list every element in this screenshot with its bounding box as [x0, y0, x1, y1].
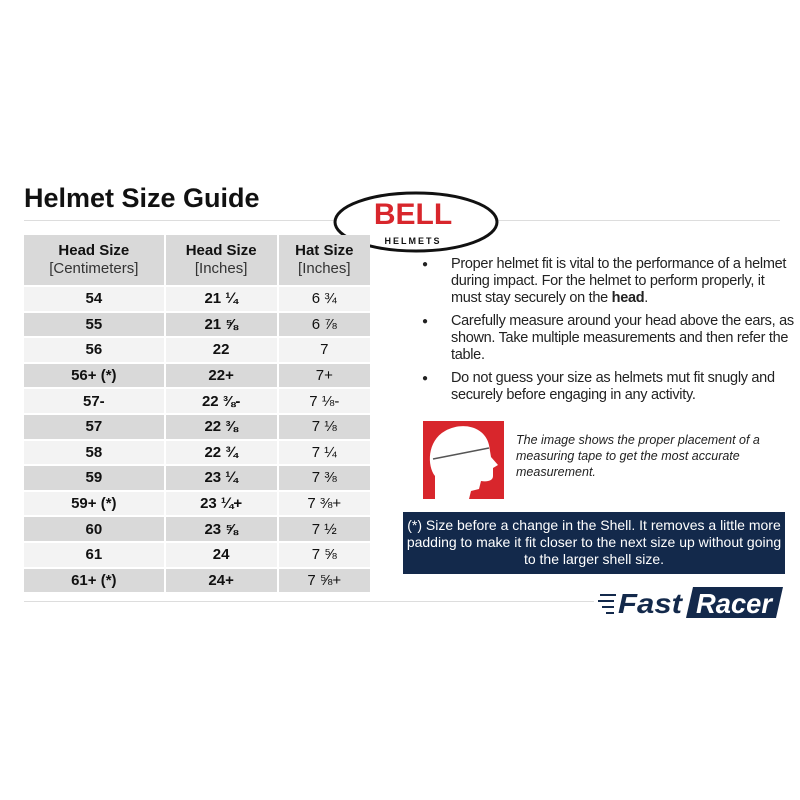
table-row: 59+ (*) 23 ¼+ 7 ⅜+: [24, 491, 370, 516]
cm-cell: 61: [24, 542, 164, 567]
cm-cell: 60: [24, 517, 164, 541]
hat-size-cell: 7 ⅛: [278, 414, 370, 439]
hat-size-cell: 6 ⅞: [278, 312, 370, 337]
hat-size-cell: 7 ⅜+: [278, 491, 370, 516]
inches-cell: 23 ¼+: [165, 491, 277, 516]
header-inches: Head Size [Inches]: [165, 235, 277, 285]
size-table: Head Size [Centimeters] Head Size [Inches]…: [22, 233, 372, 594]
inches-cell: 21 ¼: [165, 287, 277, 311]
table-row: 56+ (*) 22+ 7+: [24, 363, 370, 388]
header-hat: Hat Size [Inches]: [278, 235, 370, 285]
cm-cell: 59: [24, 466, 164, 490]
cm-cell: 59+ (*): [24, 491, 164, 516]
list-item: Proper helmet fit is vital to the perfor…: [420, 256, 798, 307]
inches-cell: 21 ⅝: [165, 312, 277, 337]
hat-size-cell: 7 ⅝+: [278, 568, 370, 593]
inches-cell: 22 ¾: [165, 440, 277, 465]
table-row: 56 22 7: [24, 338, 370, 362]
hat-size-cell: 7+: [278, 363, 370, 388]
table-row: 61+ (*) 24+ 7 ⅝+: [24, 568, 370, 593]
table-row: 61 24 7 ⅝: [24, 542, 370, 567]
inches-cell: 24+: [165, 568, 277, 593]
cm-cell: 56: [24, 338, 164, 362]
cm-cell: 54: [24, 287, 164, 311]
cm-cell: 61+ (*): [24, 568, 164, 593]
inches-cell: 22 ⅜-: [165, 389, 277, 413]
inches-cell: 24: [165, 542, 277, 567]
fastracer-logo: Fast Racer: [598, 587, 783, 619]
svg-text:Fast: Fast: [618, 588, 684, 619]
inches-cell: 22 ⅜: [165, 414, 277, 439]
list-item: Carefully measure around your head above…: [420, 313, 798, 364]
divider: [24, 601, 594, 602]
logo-text: BELL: [374, 198, 452, 231]
hat-size-cell: 6 ¾: [278, 287, 370, 311]
svg-text:Racer: Racer: [696, 588, 774, 619]
hat-size-cell: 7 ½: [278, 517, 370, 541]
cm-cell: 57-: [24, 389, 164, 413]
cm-cell: 56+ (*): [24, 363, 164, 388]
inches-cell: 23 ¼: [165, 466, 277, 490]
fit-instructions: Proper helmet fit is vital to the perfor…: [420, 256, 798, 410]
hat-size-cell: 7 ⅜: [278, 466, 370, 490]
cm-cell: 58: [24, 440, 164, 465]
cm-cell: 57: [24, 414, 164, 439]
image-caption: The image shows the proper placement of …: [516, 433, 760, 479]
inches-cell: 22: [165, 338, 277, 362]
hat-size-cell: 7 ¼: [278, 440, 370, 465]
inches-cell: 23 ⅝: [165, 517, 277, 541]
svg-text:HELMETS: HELMETS: [384, 236, 441, 246]
inches-cell: 22+: [165, 363, 277, 388]
hat-size-cell: 7 ⅛-: [278, 389, 370, 413]
cm-cell: 55: [24, 312, 164, 337]
bell-helmets-logo: BELL HELMETS: [333, 191, 499, 253]
head-measurement-icon: [423, 421, 504, 499]
table-row: 57- 22 ⅜- 7 ⅛-: [24, 389, 370, 413]
hat-size-cell: 7 ⅝: [278, 542, 370, 567]
hat-size-cell: 7: [278, 338, 370, 362]
shell-note: (*) Size before a change in the Shell. I…: [403, 512, 785, 574]
list-item: Do not guess your size as helmets mut fi…: [420, 370, 798, 404]
page-title: Helmet Size Guide: [24, 183, 260, 213]
header-cm: Head Size [Centimeters]: [24, 235, 164, 285]
